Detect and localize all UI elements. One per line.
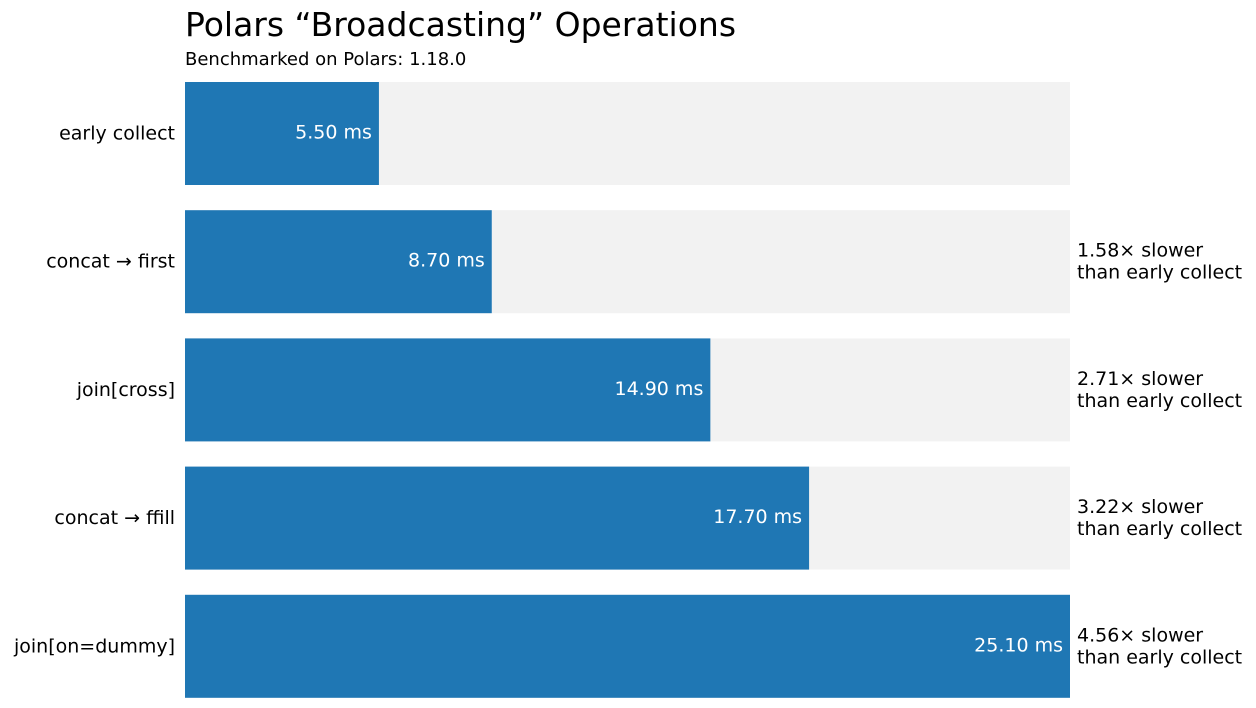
category-label: concat → ffill (54, 507, 175, 529)
annotation-reference: than early collect (1077, 518, 1242, 540)
bar (185, 82, 379, 185)
annotation-ratio: 1.58× slower (1077, 240, 1203, 262)
category-label: join[cross] (76, 379, 175, 401)
value-label: 25.10 ms (974, 634, 1063, 656)
annotation-ratio: 3.22× slower (1077, 496, 1203, 518)
bar (185, 210, 492, 314)
chart-subtitle: Benchmarked on Polars: 1.18.0 (185, 49, 466, 70)
annotation-reference: than early collect (1077, 262, 1242, 284)
category-label: join[on=dummy] (13, 635, 175, 657)
annotation-reference: than early collect (1077, 390, 1242, 412)
annotation-reference: than early collect (1077, 646, 1242, 668)
chart-title: Polars “Broadcasting” Operations (185, 5, 736, 44)
annotation-ratio: 2.71× slower (1077, 368, 1203, 390)
category-label: concat → first (46, 251, 175, 273)
annotation-ratio: 4.56× slower (1077, 624, 1203, 646)
value-label: 8.70 ms (408, 250, 485, 272)
category-label: early collect (59, 123, 175, 145)
value-label: 5.50 ms (295, 122, 372, 144)
bar (185, 594, 1070, 698)
value-label: 14.90 ms (615, 378, 704, 400)
bars-group: early collect 5.50 ms concat → first 8.70 m… (13, 82, 1242, 698)
bar (185, 466, 810, 570)
value-label: 17.70 ms (713, 506, 802, 528)
bar (185, 338, 711, 442)
